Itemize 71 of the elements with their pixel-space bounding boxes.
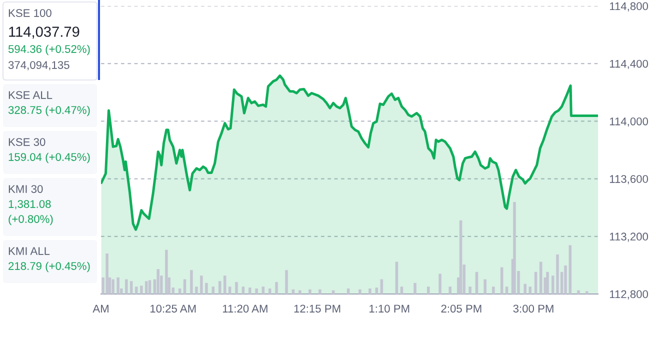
bar — [556, 254, 559, 294]
bar — [285, 270, 288, 294]
bar — [200, 276, 203, 294]
bar — [577, 290, 580, 294]
bar — [135, 286, 138, 294]
bar — [248, 288, 252, 294]
y-tick-label: 113,600 — [610, 175, 648, 184]
y-tick-label: 114,800 — [610, 2, 648, 12]
bar — [524, 284, 526, 294]
text: KSE ALL 328.75 (+0.47%) — [8, 91, 90, 116]
bar — [492, 286, 495, 294]
x-tick-label: 12:15 PM — [294, 304, 340, 313]
bar — [438, 274, 442, 294]
text: KSE 30 159.04 (+0.45%) — [8, 138, 90, 164]
y-tick-label: 114,000 — [610, 117, 648, 127]
bar — [190, 270, 193, 294]
text: KMI ALL 218.79 (+0.45%) — [8, 247, 90, 272]
bar — [212, 286, 215, 294]
bar — [484, 279, 486, 294]
x-tick-label: 1:10 PM — [370, 304, 410, 313]
x-tick-label: 3:00 PM — [513, 304, 554, 313]
x-tick-label: AM — [92, 304, 108, 312]
bar — [568, 245, 572, 294]
x-tick-label: 10:25 AM — [150, 304, 196, 313]
bar — [145, 281, 148, 294]
bar — [112, 279, 114, 294]
bar — [183, 279, 186, 294]
bar — [125, 279, 128, 294]
bar — [268, 288, 272, 294]
bar — [534, 272, 538, 294]
bar — [585, 291, 588, 294]
bar — [262, 286, 265, 294]
x-tick-label: 2:05 PM — [441, 304, 482, 313]
bar — [116, 277, 120, 294]
bar — [318, 289, 322, 294]
bar — [414, 282, 416, 294]
bar — [448, 286, 452, 294]
bar — [475, 272, 478, 294]
text: KSE 100 114,037.79 594.36 (+0.52%) 374,094,135 — [8, 9, 90, 70]
bar — [242, 286, 245, 294]
bar — [165, 250, 168, 294]
x-tick-label: 11:20 AM — [222, 304, 268, 313]
bar — [308, 289, 312, 294]
bar — [218, 281, 222, 294]
text: KMI 30 1,381.08 (+0.80%) — [8, 185, 53, 226]
bar — [178, 288, 182, 294]
bar — [298, 290, 302, 294]
bar — [275, 282, 278, 294]
bar — [468, 286, 472, 294]
bar — [156, 269, 160, 294]
y-tick-label: 113,200 — [610, 232, 648, 242]
bar — [380, 279, 384, 294]
bar — [500, 267, 504, 294]
bar — [395, 262, 398, 294]
bar — [106, 254, 108, 294]
bar — [546, 272, 549, 294]
bar — [140, 286, 143, 294]
bar — [346, 288, 350, 294]
bar — [368, 288, 372, 294]
bar — [400, 286, 404, 294]
bar — [255, 288, 258, 294]
bar — [539, 262, 542, 294]
bar — [528, 286, 532, 294]
y-tick-label: 112,800 — [610, 290, 648, 300]
bar — [551, 276, 554, 294]
bar — [427, 286, 430, 294]
bar — [235, 282, 238, 294]
bar — [205, 282, 208, 294]
bar — [195, 286, 198, 294]
bar — [358, 289, 362, 294]
y-tick-label: 114,400 — [610, 60, 648, 70]
